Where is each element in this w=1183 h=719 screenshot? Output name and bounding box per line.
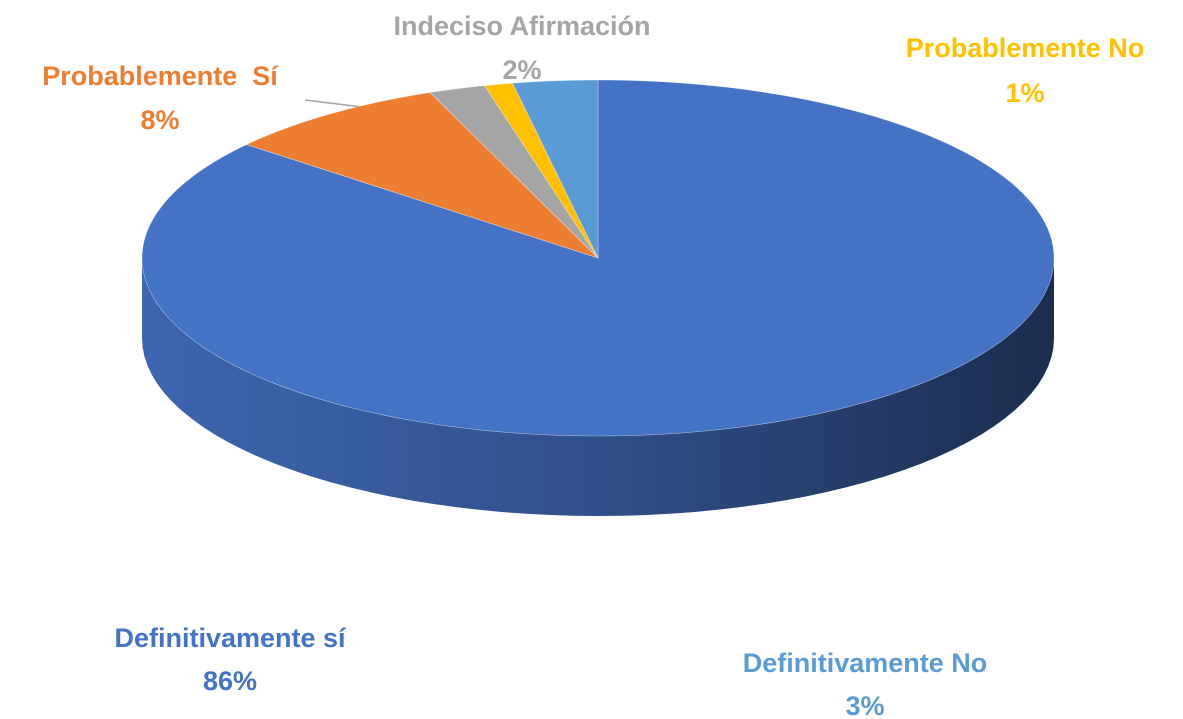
slice-label: Indeciso Afirmación	[393, 11, 650, 41]
pie-slice	[245, 92, 599, 259]
slice-label: Probablemente No	[906, 33, 1145, 63]
value-label: 1%	[1005, 78, 1044, 108]
side-shade	[142, 258, 1054, 516]
slice-label: Definitivamente No	[743, 648, 988, 678]
value-label: 3%	[845, 691, 884, 719]
pie-slice	[512, 79, 599, 259]
leader-line	[304, 99, 363, 108]
value-label: 8%	[140, 105, 179, 135]
pie-slice	[429, 85, 599, 259]
value-label: 86%	[203, 666, 257, 696]
value-label: 2%	[502, 55, 541, 85]
slice-label: Probablemente Sí	[42, 61, 279, 91]
slice-label: Definitivamente sí	[114, 623, 347, 653]
